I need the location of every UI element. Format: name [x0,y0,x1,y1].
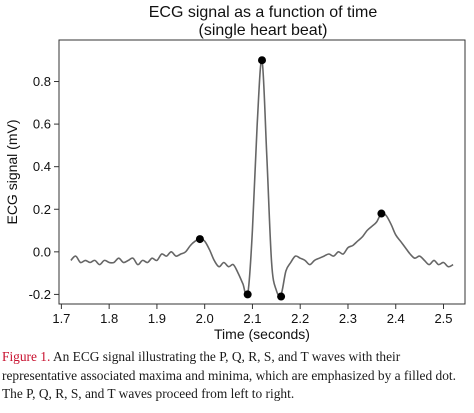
x-axis-label: Time (seconds) [214,326,310,342]
x-tick-label: 2.2 [291,311,309,326]
y-tick-label: 0.4 [33,159,51,174]
y-tick-label: 0.0 [33,244,51,259]
y-axis: -0.2 0.0 0.2 0.4 0.6 0.8 [29,74,59,302]
x-axis: 1.7 1.8 1.9 2.0 2.1 2.2 2.3 2.4 2.5 [52,304,453,326]
x-tick-label: 1.9 [148,311,166,326]
ecg-line [70,59,454,298]
wave-marker [195,235,204,244]
wave-marker [377,209,386,218]
caption-text: An ECG signal illustrating the P, Q, R, … [2,349,457,401]
x-tick-label: 2.3 [339,311,357,326]
plot-frame [58,39,466,305]
chart-subtitle: (single heart beat) [199,22,328,39]
y-tick-label: 0.6 [33,117,51,132]
wave-marker [277,292,286,301]
wave-marker [243,290,252,299]
x-tick-label: 2.5 [434,311,452,326]
x-tick-label: 2.4 [387,311,405,326]
x-tick-label: 2.0 [196,311,214,326]
y-tick-label: 0.8 [33,74,51,89]
x-tick-label: 1.7 [52,311,70,326]
y-axis-label: ECG signal (mV) [4,119,20,224]
wave-markers [195,56,386,301]
chart-title: ECG signal as a function of time [149,4,378,21]
figure-caption: Figure 1. An ECG signal illustrating the… [2,348,472,404]
wave-marker [258,56,266,65]
caption-label: Figure 1. [2,349,51,364]
x-tick-label: 1.8 [100,311,118,326]
y-tick-label: 0.2 [33,202,51,217]
x-tick-label: 2.1 [243,311,261,326]
y-tick-label: -0.2 [29,287,51,302]
